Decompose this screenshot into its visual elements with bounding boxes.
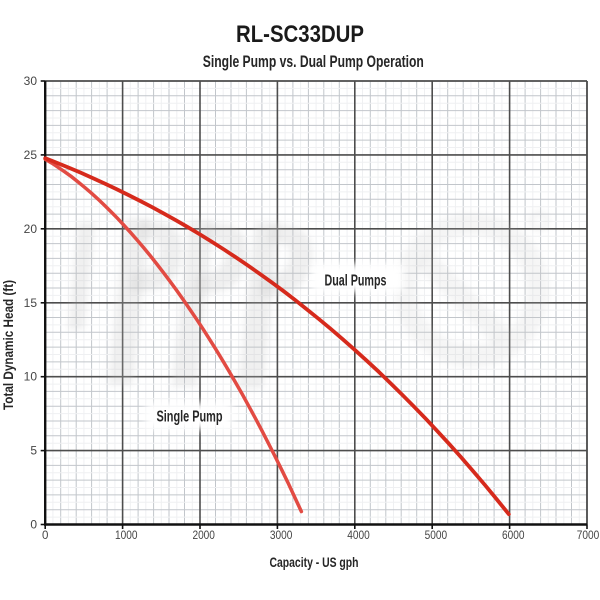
svg-text:Single Pump: Single Pump [157,409,223,426]
svg-text:30: 30 [24,74,38,88]
svg-text:2000: 2000 [192,528,215,542]
svg-text:10: 10 [24,370,38,384]
svg-text:5: 5 [30,444,37,458]
svg-text:25: 25 [24,148,38,162]
svg-text:20: 20 [24,222,38,236]
svg-text:Single Pump vs. Dual Pump Oper: Single Pump vs. Dual Pump Operation [203,52,424,71]
svg-text:5000: 5000 [425,528,448,542]
svg-text:Dual Pumps: Dual Pumps [325,273,387,290]
svg-text:4000: 4000 [347,528,370,542]
svg-text:Capacity - US gph: Capacity - US gph [270,554,359,570]
svg-text:Total Dynamic Head (ft): Total Dynamic Head (ft) [1,280,16,410]
svg-text:1000: 1000 [115,528,138,542]
svg-text:6000: 6000 [502,528,525,542]
svg-text:RL-SC33DUP: RL-SC33DUP [236,21,364,48]
svg-text:15: 15 [24,296,38,310]
svg-text:3000: 3000 [270,528,293,542]
svg-text:7000: 7000 [577,528,600,542]
svg-text:0: 0 [42,530,48,542]
svg-text:0: 0 [30,518,37,532]
